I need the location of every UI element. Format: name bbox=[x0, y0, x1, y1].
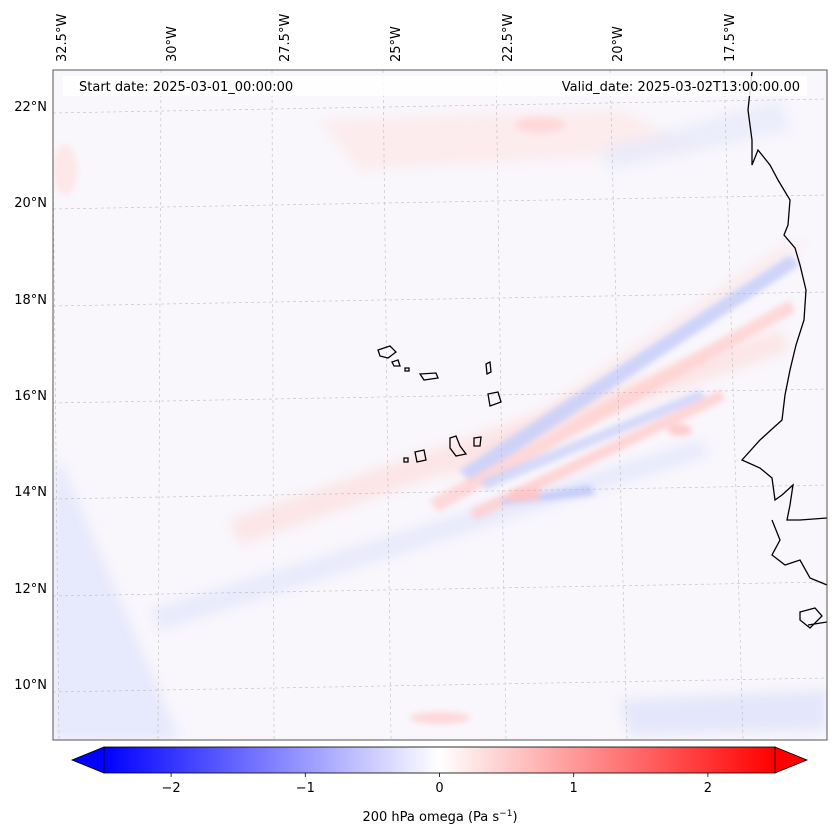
lon-label-25w: 25°W bbox=[389, 26, 404, 62]
colorbar-tick-label: 2 bbox=[704, 781, 712, 796]
latitude-labels: 22°N 20°N 18°N 16°N 14°N 12°N 10°N bbox=[14, 100, 47, 693]
lat-label-16n: 16°N bbox=[14, 389, 47, 404]
lon-label-22-5w: 22.5°W bbox=[501, 14, 516, 62]
longitude-labels: 32.5°W 30°W 27.5°W 25°W 22.5°W 20°W 17.5… bbox=[55, 14, 738, 62]
lat-label-12n: 12°N bbox=[14, 582, 47, 597]
lat-label-10n: 10°N bbox=[14, 678, 47, 693]
colorbar-ticks: −2 −1 0 1 2 bbox=[162, 773, 712, 796]
colorbar-title: 200 hPa omega (Pa s−1) bbox=[362, 809, 517, 825]
header-band bbox=[63, 76, 807, 96]
coastline bbox=[377, 71, 827, 629]
colorbar-body bbox=[103, 746, 776, 774]
colorbar-extend-low bbox=[70, 746, 105, 774]
valid-date-label: Valid_date: 2025-03-02T13:00:00.00 bbox=[562, 80, 800, 95]
omega-field bbox=[53, 100, 827, 740]
lon-label-20w: 20°W bbox=[611, 26, 626, 62]
lat-label-14n: 14°N bbox=[14, 485, 47, 500]
plot-frame bbox=[52, 69, 828, 741]
colorbar-tick-label: −2 bbox=[162, 781, 181, 796]
start-date-label: Start date: 2025-03-01_00:00:00 bbox=[79, 80, 293, 95]
graticule bbox=[53, 70, 827, 740]
lat-label-18n: 18°N bbox=[14, 293, 47, 308]
lat-label-20n: 20°N bbox=[14, 196, 47, 211]
lon-label-32-5w: 32.5°W bbox=[55, 14, 70, 62]
lon-label-17-5w: 17.5°W bbox=[723, 14, 738, 62]
colorbar: −2 −1 0 1 2 200 hPa omega (Pa s−1) bbox=[70, 746, 809, 825]
colorbar-extend-high bbox=[774, 746, 809, 774]
colorbar-tick-label: −1 bbox=[296, 781, 315, 796]
lon-label-27-5w: 27.5°W bbox=[278, 14, 293, 62]
lon-label-30w: 30°W bbox=[165, 26, 180, 62]
lat-label-22n: 22°N bbox=[14, 100, 47, 115]
colorbar-tick-label: 0 bbox=[435, 781, 443, 796]
colorbar-tick-label: 1 bbox=[570, 781, 578, 796]
